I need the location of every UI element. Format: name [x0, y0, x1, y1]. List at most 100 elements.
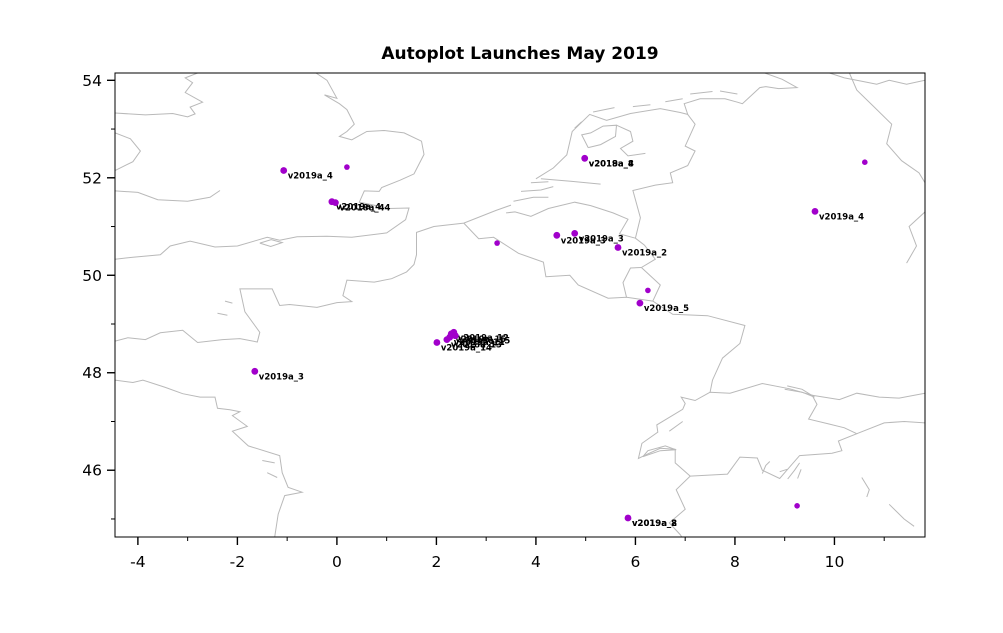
france-belgium-border-outline [463, 222, 653, 302]
zeeland-island-3-outline [530, 181, 549, 184]
wadden-island-5-outline [690, 91, 713, 95]
data-point[interactable] [645, 287, 651, 294]
data-point-label: v2019a_3 [579, 234, 624, 244]
lake-lugano-outline [779, 468, 788, 473]
data-point[interactable] [251, 367, 259, 375]
cardigan-bay-outline [115, 132, 142, 171]
data-point-label: v2018a_15 [459, 337, 510, 347]
y-tick-label: 52 [82, 169, 102, 187]
data-point[interactable] [451, 332, 459, 340]
data-point-label: v2019a_4 [288, 172, 333, 182]
y-tick-label: 48 [82, 364, 102, 382]
zeeland-island-2-outline [520, 186, 554, 192]
wadden-island-3-outline [632, 104, 651, 108]
x-tick-label: 10 [825, 553, 845, 571]
lake-geneva-outline [642, 445, 677, 458]
data-point[interactable] [280, 167, 288, 174]
data-point-label: v2019a_3 [259, 372, 304, 382]
x-tick-label: 6 [630, 553, 640, 571]
wadden-island-6-outline [719, 90, 738, 95]
baltic-coast-outline [829, 73, 925, 85]
france-north-coast-outline [115, 204, 512, 344]
channel-island-2-outline [217, 312, 228, 316]
data-point-label: v2019a_2 [622, 249, 667, 259]
netherlands-german-coast-outline [535, 73, 799, 180]
lake-neuchatel-outline [669, 421, 683, 432]
x-tick-label: 2 [431, 553, 441, 571]
data-point-label: v2019a_5 [644, 304, 689, 314]
data-point[interactable] [433, 339, 441, 346]
data-point[interactable] [553, 231, 561, 239]
data-point-label: v2019a_15 [455, 335, 506, 345]
channel-island-1-outline [224, 300, 233, 304]
belgium-netherlands-border-outline [506, 201, 636, 239]
data-point-label: v2019a_2 [632, 519, 677, 529]
rhine-mouth-outline [540, 178, 601, 185]
severn-estuary-outline [115, 190, 221, 202]
x-tick-label: -2 [230, 553, 245, 571]
lake-maggiore-outline [761, 461, 771, 474]
luxembourg-west-border-outline [622, 267, 642, 298]
y-tick-label: 50 [82, 267, 102, 285]
germany-austria-border-outline [812, 392, 925, 401]
x-tick-label: 4 [531, 553, 541, 571]
map-outlines-layer [115, 73, 925, 537]
north-wales-coast-outline [115, 73, 204, 118]
x-tick-label: -4 [130, 553, 145, 571]
data-point-label: v2018a_4 [589, 159, 634, 169]
adige-valley-outline [888, 503, 915, 527]
luxembourg-east-border-outline [641, 267, 661, 302]
plot-frame [114, 72, 926, 538]
data-point-label: v2019a_4 [819, 212, 864, 222]
data-point[interactable] [581, 154, 589, 162]
chart-title: Autoplot Launches May 2019 [381, 44, 659, 64]
data-point-label: v2019a_4 [336, 203, 381, 213]
switzerland-border-outline [637, 382, 859, 480]
wadden-island-1-outline [574, 121, 583, 129]
france-italy-border-outline [668, 475, 691, 537]
data-point-label: v2019a_3 [561, 236, 606, 246]
data-point[interactable] [494, 240, 500, 246]
data-point[interactable] [811, 208, 819, 215]
wadden-island-4-outline [665, 98, 683, 103]
y-tick-label: 46 [82, 462, 102, 480]
lake-garda-outline [861, 477, 870, 498]
saale-river-outline [906, 211, 925, 264]
lake-como-west-outline [787, 462, 801, 480]
data-point-label: v2019a_8 [589, 159, 634, 169]
data-point[interactable] [571, 230, 579, 237]
ijsselmeer-east-shore-outline [616, 124, 646, 157]
x-tick-label: 8 [730, 553, 740, 571]
data-point-label: v2019a_8 [632, 519, 677, 529]
lake-constance-outline [784, 385, 815, 398]
y-tick-label: 54 [82, 72, 102, 90]
gb-east-south-coast-outline [115, 73, 425, 260]
data-points-layer: v2019a_4v2019a_4v2018a_44v2019a_3v2019a_… [251, 154, 868, 529]
ile-de-re-outline [262, 460, 275, 464]
data-point-label: v2018a_13 [451, 341, 502, 351]
data-point[interactable] [624, 514, 632, 522]
data-point[interactable] [636, 299, 644, 307]
data-point-label: v2019a_12 [458, 333, 509, 343]
data-point-label: v2019a_14 [441, 344, 492, 354]
zeeland-island-1-outline [513, 196, 549, 202]
data-point[interactable] [862, 159, 868, 165]
x-tick-label: 0 [332, 553, 342, 571]
isle-of-wight-outline [259, 239, 284, 248]
data-point[interactable] [344, 164, 350, 170]
ile-oleron-outline [266, 472, 278, 478]
ijsselmeer-outline [580, 124, 618, 149]
austria-italy-border-outline [856, 420, 925, 435]
atlantic-france-coast-outline [115, 379, 305, 537]
data-point-label: v2018a_44 [339, 204, 390, 214]
elbe-river-outline [848, 73, 925, 183]
data-point[interactable] [332, 199, 339, 207]
netherlands-germany-border-outline [632, 114, 696, 239]
wadden-island-2-outline [592, 107, 615, 113]
data-point[interactable] [614, 244, 622, 251]
france-germany-border-outline [652, 300, 746, 393]
data-point[interactable] [794, 503, 800, 509]
lake-como-east-outline [797, 469, 802, 479]
belgium-germany-border-outline [635, 237, 657, 268]
